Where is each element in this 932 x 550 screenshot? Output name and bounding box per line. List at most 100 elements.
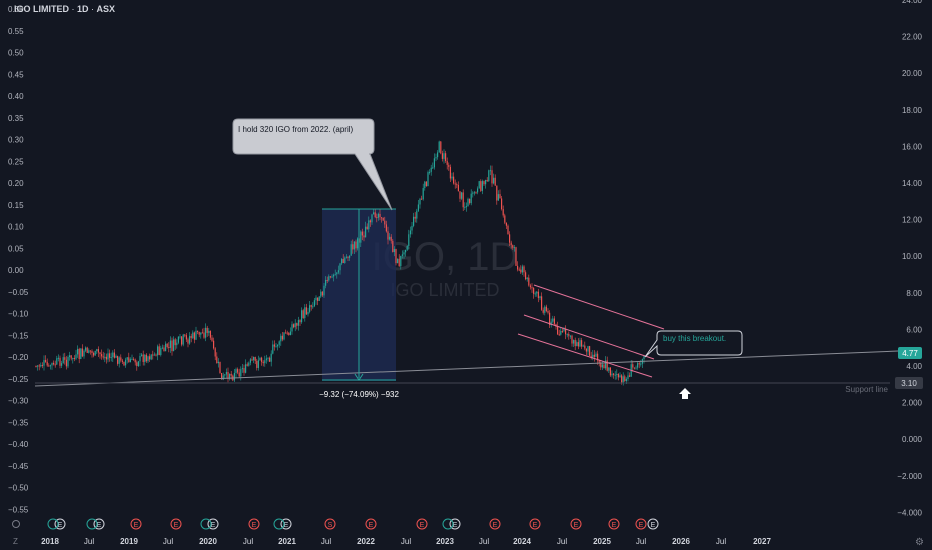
support-line[interactable] xyxy=(34,350,899,387)
event-marker-12[interactable]: E xyxy=(489,518,501,530)
candle-body xyxy=(633,367,635,369)
candle-body xyxy=(57,357,59,359)
event-marker-11[interactable]: E xyxy=(442,518,461,530)
candle-body xyxy=(549,312,551,326)
candle-body xyxy=(262,361,264,364)
candle-body xyxy=(54,364,56,366)
candle-body xyxy=(489,170,491,172)
candle-body xyxy=(517,265,519,270)
candle-body xyxy=(437,152,439,158)
candle-body xyxy=(345,256,347,258)
candle-body xyxy=(222,375,224,380)
candle-body xyxy=(203,332,205,338)
candle-body xyxy=(73,358,75,360)
candle-body xyxy=(77,348,79,355)
candle-body xyxy=(48,365,50,367)
event-marker-8[interactable]: S xyxy=(324,518,336,530)
event-marker-7[interactable]: E xyxy=(273,518,292,530)
left-tick-label: −0.15 xyxy=(8,331,29,340)
candle-body xyxy=(467,198,469,207)
candle-body xyxy=(137,361,139,367)
candle-body xyxy=(245,364,247,373)
candle-body xyxy=(357,238,359,249)
candle-body xyxy=(72,358,74,360)
candle-body xyxy=(56,358,58,365)
event-marker-15[interactable]: E xyxy=(608,518,620,530)
measure-tool[interactable]: −9.32 (−74.09%) −932 xyxy=(319,208,399,399)
channel-lower-1 xyxy=(523,314,655,360)
candle-body xyxy=(240,369,242,377)
candle-body xyxy=(94,351,96,356)
candle-body xyxy=(43,360,45,366)
candle-body xyxy=(528,277,530,286)
candle-body xyxy=(414,216,416,219)
candle-body xyxy=(472,192,474,194)
candle-body xyxy=(637,363,639,368)
candle-body xyxy=(419,198,421,205)
candle-body xyxy=(59,357,61,366)
time-axis: 2018 Jul 2019 Jul 2020 Jul 2021 Jul 2022 Jul 2023 J… xyxy=(41,537,771,546)
time-axis-label: 2018 xyxy=(41,537,59,546)
event-marker-10[interactable]: E xyxy=(416,518,428,530)
buy-callout-bubble xyxy=(644,330,743,358)
circle-icon[interactable] xyxy=(12,520,20,528)
candle-body xyxy=(560,331,562,335)
dividend-circle xyxy=(86,518,98,530)
candle-body xyxy=(217,361,219,364)
exchange: ASX xyxy=(96,4,116,14)
left-tick-label: −0.40 xyxy=(8,440,29,449)
candle-body xyxy=(80,348,82,359)
time-axis-label: 2025 xyxy=(593,537,611,546)
candle-body xyxy=(368,220,370,230)
candle-body xyxy=(65,359,67,367)
time-axis-label: Jul xyxy=(84,537,94,546)
event-marker-9[interactable]: E xyxy=(365,518,377,530)
candle-body xyxy=(392,240,394,253)
time-axis-label: 2021 xyxy=(278,537,296,546)
candle-body xyxy=(561,331,563,333)
event-marker-4[interactable]: E xyxy=(170,518,182,530)
candle-body xyxy=(349,255,351,258)
chart-header: IGO LIMITED · 1D · ASX xyxy=(14,4,115,14)
candle-body xyxy=(353,241,355,250)
event-marker-6[interactable]: E xyxy=(248,518,260,530)
candle-body xyxy=(473,192,475,194)
candle-body xyxy=(619,375,621,378)
hold-callout[interactable]: I hold 320 IGO from 2022. (april) xyxy=(232,118,393,211)
event-marker-14[interactable]: E xyxy=(570,518,582,530)
left-axis: 0.60 0.55 0.50 0.45 0.40 0.35 0.30 0.25 0.20 0.15… xyxy=(8,5,29,514)
candle-body xyxy=(49,365,51,367)
candle-body xyxy=(403,252,405,255)
event-label: E xyxy=(420,522,425,529)
candle-body xyxy=(305,307,307,315)
candle-body xyxy=(443,153,445,159)
interval: 1D xyxy=(77,4,89,14)
event-marker-3[interactable]: E xyxy=(130,518,142,530)
left-tick-label: −0.30 xyxy=(8,397,29,406)
candle-body xyxy=(168,346,170,348)
candle-body xyxy=(433,158,435,168)
gear-icon[interactable]: ⚙ xyxy=(915,537,924,548)
event-marker-2[interactable]: E xyxy=(86,518,105,530)
event-marker-5[interactable]: E xyxy=(200,518,219,530)
downtrend-channel[interactable] xyxy=(517,284,665,378)
event-marker-17[interactable]: E xyxy=(647,518,659,530)
candle-body xyxy=(104,356,106,358)
event-circle xyxy=(170,518,182,530)
event-marker-1[interactable]: E xyxy=(47,518,66,530)
event-marker-16[interactable]: E xyxy=(635,518,647,530)
event-marker-13[interactable]: E xyxy=(529,518,541,530)
buy-callout[interactable]: buy this breakout. xyxy=(644,330,743,358)
candle-body xyxy=(254,357,256,361)
candle-body xyxy=(624,376,626,382)
candle-body xyxy=(128,357,130,363)
candle-body xyxy=(147,356,149,362)
candle-body xyxy=(158,346,160,355)
candle-body xyxy=(173,339,175,352)
candle-body xyxy=(78,348,80,359)
candle-body xyxy=(613,373,615,375)
candle-body xyxy=(592,354,594,358)
candle-body xyxy=(408,234,410,247)
right-tick-label: 6.00 xyxy=(906,325,922,334)
